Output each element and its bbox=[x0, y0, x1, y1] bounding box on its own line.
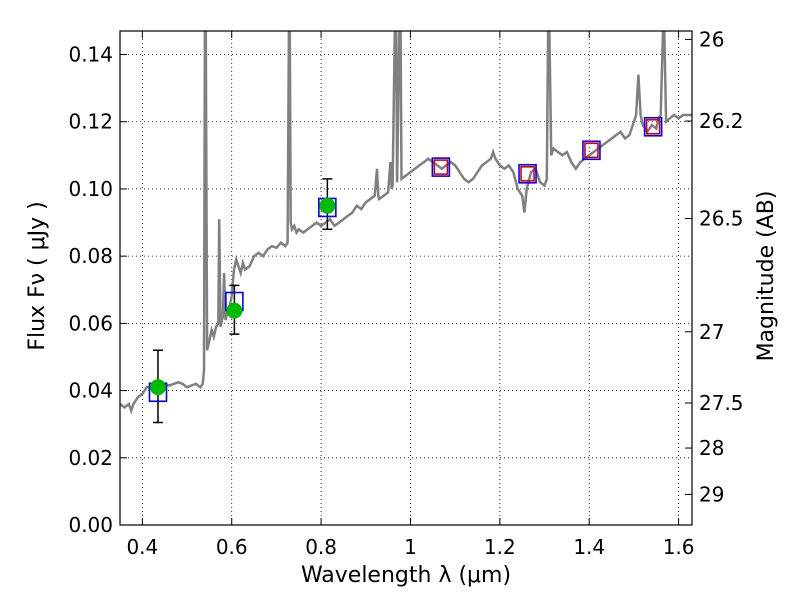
spectrum-line bbox=[120, 31, 692, 415]
x-tick-label: 0.4 bbox=[126, 535, 158, 559]
photometry-point bbox=[149, 379, 166, 396]
y-axis-label: Flux Fν ( μJy ) bbox=[25, 201, 50, 350]
right-tick-label: 26 bbox=[699, 27, 724, 51]
y-axis-ticks: 0.00 0.02 0.04 0.06 0.08 0.10 0.12 0.14 bbox=[68, 43, 127, 537]
model-box bbox=[582, 140, 601, 161]
model-box bbox=[518, 164, 537, 184]
right-tick-label: 29 bbox=[699, 482, 724, 506]
y-tick-label: 0.04 bbox=[68, 379, 113, 403]
y-tick-label: 0.02 bbox=[68, 446, 113, 470]
right-tick-label: 27 bbox=[699, 320, 724, 344]
x-tick-label: 1.2 bbox=[484, 535, 516, 559]
model-boxes bbox=[148, 116, 663, 403]
model-box bbox=[643, 116, 663, 137]
right-tick-label: 26.2 bbox=[699, 109, 744, 133]
photometry-points bbox=[149, 197, 336, 396]
right-tick-label: 27.5 bbox=[699, 391, 744, 415]
y-tick-label: 0.08 bbox=[68, 244, 113, 268]
x-tick-label: 1.4 bbox=[573, 535, 605, 559]
x-tick-label: 1.6 bbox=[663, 535, 695, 559]
x-axis-label: Wavelength λ (μm) bbox=[301, 563, 511, 588]
x-tick-label: 0.8 bbox=[305, 535, 337, 559]
right-tick-label: 26.5 bbox=[699, 207, 744, 231]
y-tick-label: 0.00 bbox=[68, 513, 113, 537]
y-tick-label: 0.12 bbox=[68, 110, 113, 134]
photometry-point bbox=[226, 302, 243, 319]
model-box bbox=[431, 157, 451, 177]
limit-box bbox=[645, 118, 661, 135]
y-tick-label: 0.06 bbox=[68, 311, 113, 335]
right-axis-label: Magnitude (AB) bbox=[754, 191, 779, 362]
spectrum-layer bbox=[120, 31, 692, 415]
x-axis-ticks: 0.4 0.6 0.8 1 1.2 1.4 1.6 bbox=[126, 31, 695, 559]
right-tick-label: 28 bbox=[699, 436, 724, 460]
limit-box bbox=[520, 166, 535, 182]
plot-frame bbox=[119, 30, 693, 526]
limit-box bbox=[584, 142, 599, 159]
y-tick-label: 0.14 bbox=[68, 43, 113, 67]
x-tick-label: 0.6 bbox=[216, 535, 248, 559]
x-tick-label: 1 bbox=[404, 535, 417, 559]
limit-box bbox=[433, 159, 449, 175]
right-axis-ticks: 26 26.2 26.5 27 27.5 28 29 bbox=[685, 27, 744, 506]
photometry-point bbox=[319, 197, 336, 214]
y-tick-label: 0.10 bbox=[68, 177, 113, 201]
